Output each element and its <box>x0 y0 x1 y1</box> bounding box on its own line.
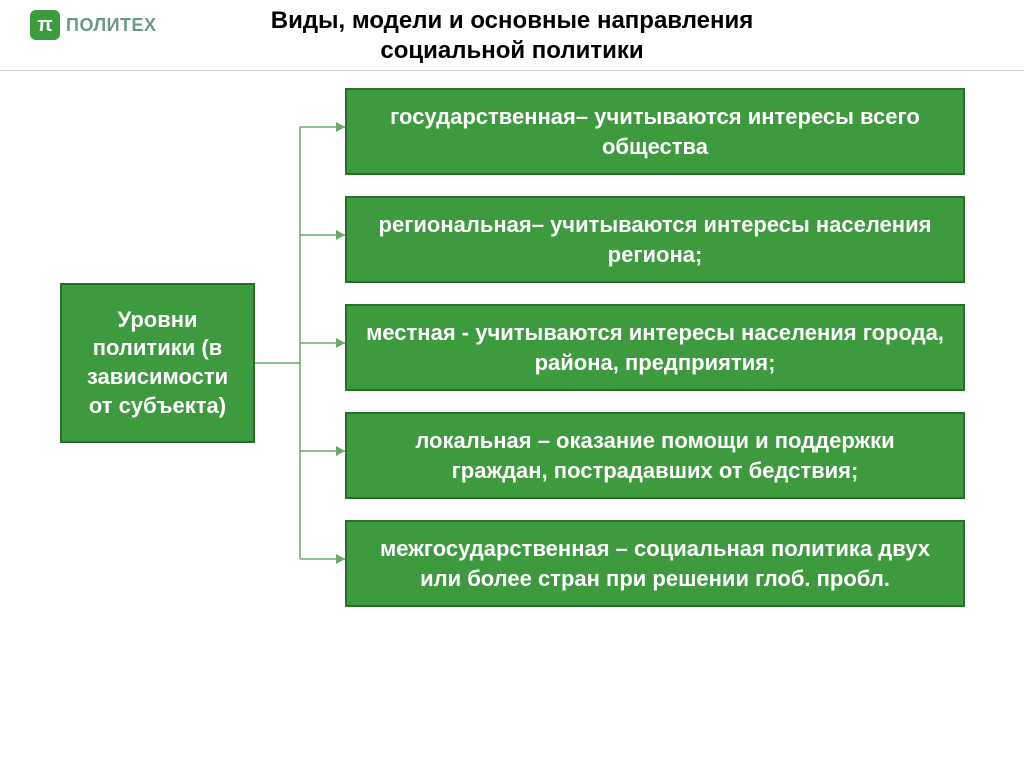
child-label: локальная – оказание помощи и поддержки … <box>365 426 945 485</box>
child-label: межгосударственная – социальная политика… <box>365 534 945 593</box>
levels-diagram: Уровни политики (в зависимости от субъек… <box>0 88 1024 658</box>
root-node: Уровни политики (в зависимости от субъек… <box>60 283 255 443</box>
title-line-1: Виды, модели и основные направления <box>271 7 754 34</box>
child-label: региональная– учитываются интересы насел… <box>365 210 945 269</box>
child-node: межгосударственная – социальная политика… <box>345 520 965 607</box>
slide-title: Виды, модели и основные направления соци… <box>0 6 1024 66</box>
root-label: Уровни политики (в зависимости от субъек… <box>72 306 243 420</box>
title-line-2: социальной политики <box>380 37 643 64</box>
child-node: местная - учитываются интересы населения… <box>345 304 965 391</box>
child-node: государственная– учитываются интересы вс… <box>345 88 965 175</box>
header-divider <box>0 70 1024 71</box>
child-label: государственная– учитываются интересы вс… <box>365 102 945 161</box>
child-node: локальная – оказание помощи и поддержки … <box>345 412 965 499</box>
child-node: региональная– учитываются интересы насел… <box>345 196 965 283</box>
child-label: местная - учитываются интересы населения… <box>365 318 945 377</box>
